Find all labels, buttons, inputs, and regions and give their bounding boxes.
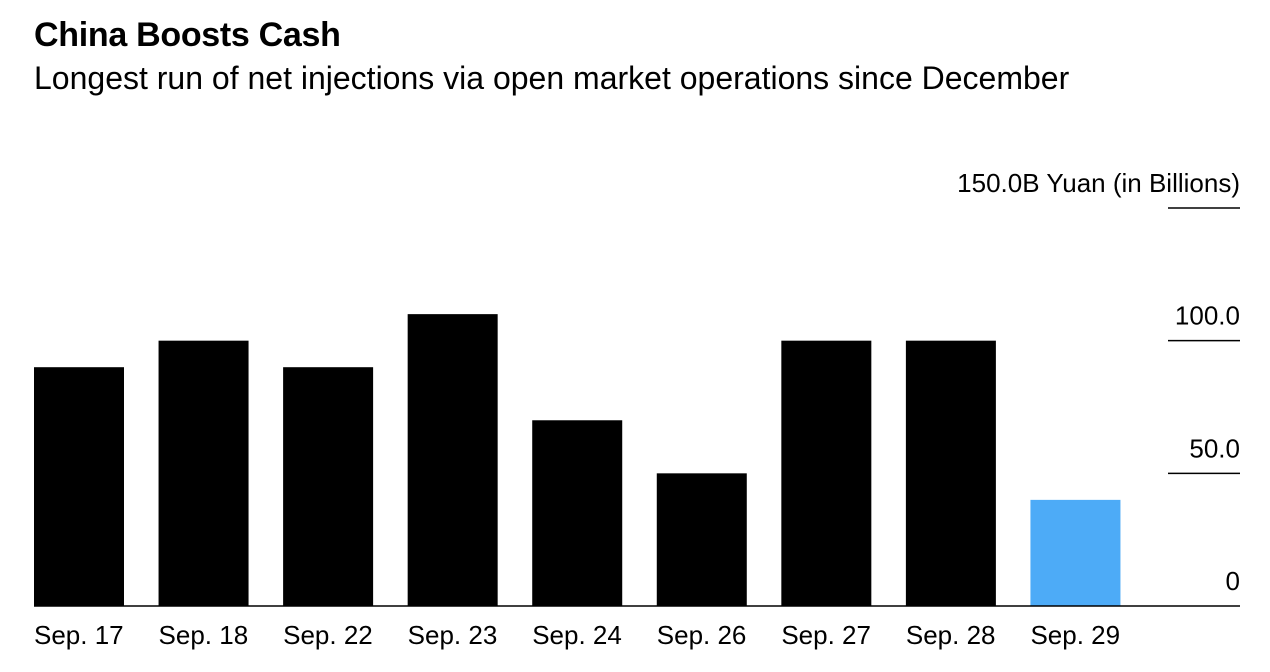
y-tick-label: 100.0: [1175, 301, 1240, 331]
bar-sep-18: [158, 340, 249, 606]
x-tick-label: Sep. 27: [781, 620, 871, 650]
x-tick-label: Sep. 26: [657, 620, 747, 650]
bar-sep-24: [532, 420, 623, 606]
bar-sep-29: [1030, 499, 1121, 606]
bar-sep-27: [781, 340, 872, 606]
chart-title: China Boosts Cash: [34, 16, 341, 54]
x-tick-label: Sep. 23: [408, 620, 498, 650]
x-tick-label: Sep. 29: [1030, 620, 1120, 650]
bar-sep-23: [407, 314, 498, 606]
y-tick-label: 0: [1226, 566, 1240, 596]
x-tick-label: Sep. 18: [159, 620, 249, 650]
y-tick-label: 150.0B Yuan (in Billions): [957, 168, 1240, 198]
bar-sep-17: [34, 367, 124, 606]
x-tick-label: Sep. 22: [283, 620, 373, 650]
x-tick-label: Sep. 17: [34, 620, 124, 650]
chart-subtitle: Longest run of net injections via open m…: [34, 60, 1070, 96]
bar-sep-22: [283, 367, 374, 606]
bar-sep-26: [656, 473, 747, 606]
y-tick-label: 50.0: [1189, 433, 1240, 463]
x-tick-label: Sep. 24: [532, 620, 622, 650]
bar-sep-28: [905, 340, 996, 606]
x-tick-label: Sep. 28: [906, 620, 996, 650]
